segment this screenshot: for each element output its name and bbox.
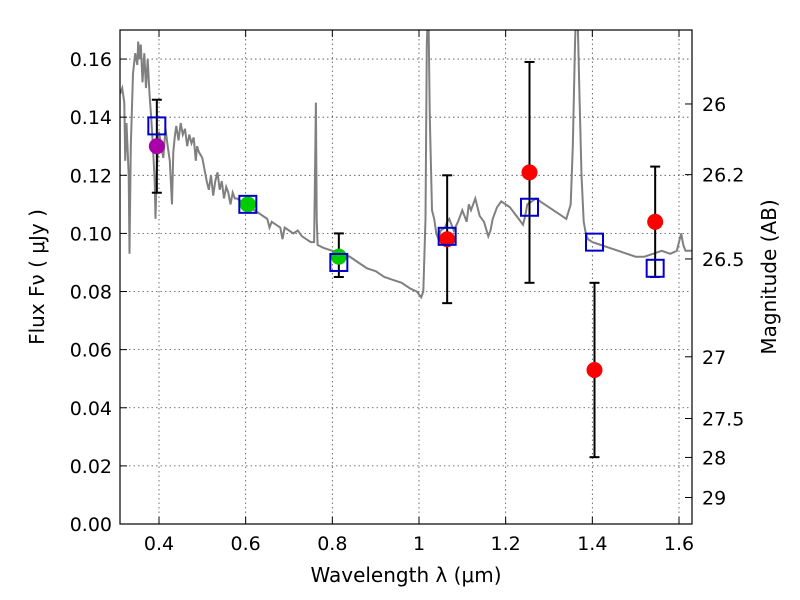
y-tick-label: 0.08 (70, 282, 112, 304)
model-square (147, 116, 167, 136)
markers (147, 116, 665, 378)
mag-tick-label: 26 (702, 94, 726, 116)
x-axis-label: Wavelength λ (μm) (310, 563, 501, 587)
mag-tick-label: 27 (702, 347, 726, 369)
y-axis-label-right: Magnitude (AB) (757, 199, 781, 354)
mag-tick-label: 26.5 (702, 249, 744, 271)
mag-tick-label: 26.2 (702, 165, 744, 187)
mag-tick-label: 29 (702, 487, 726, 509)
y-tick-label: 0.06 (70, 340, 112, 362)
y-tick-label: 0.10 (70, 223, 112, 245)
x-tick-label: 0.6 (231, 533, 261, 555)
y-tick-label: 0.12 (70, 165, 112, 187)
model-square (329, 252, 349, 272)
data-point-circle (586, 361, 603, 378)
model-square (585, 232, 604, 252)
mag-tick-label: 28 (702, 447, 726, 469)
data-point-circle (239, 196, 256, 213)
x-tick-label: 1.6 (664, 533, 694, 555)
errorbars (151, 60, 661, 459)
y-tick-label: 0.00 (70, 514, 112, 536)
y-tick-label: 0.14 (70, 107, 112, 129)
spectrum-line (120, 30, 692, 300)
x-tick-label: 1.2 (491, 533, 521, 555)
model-square (437, 226, 457, 246)
spectrum-layer (120, 30, 692, 300)
data-point-circle (148, 138, 165, 155)
y-tick-label: 0.04 (70, 398, 112, 420)
x-tick-label: 1 (413, 533, 425, 555)
data-point-circle (521, 164, 538, 181)
plot-frame (119, 29, 693, 525)
ticks: 0.4 0.6 0.8 1 1.2 1.4 1.6 0.00 0.02 0.04 0.06 0.08 0… (70, 30, 744, 555)
x-tick-label: 0.4 (144, 533, 174, 555)
x-tick-label: 1.4 (577, 533, 607, 555)
y-axis-label: Flux Fν ( μJy ) (25, 209, 49, 345)
mag-tick-label: 27.5 (702, 408, 744, 430)
data-point-circle (330, 248, 347, 265)
y-tick-label: 0.16 (70, 49, 112, 71)
model-square (238, 194, 258, 214)
y-tick-label: 0.02 (70, 456, 112, 478)
x-tick-label: 0.8 (317, 533, 347, 555)
model-square (520, 197, 539, 217)
data-point-circle (647, 213, 664, 230)
grid (120, 30, 692, 525)
model-square (645, 258, 665, 278)
